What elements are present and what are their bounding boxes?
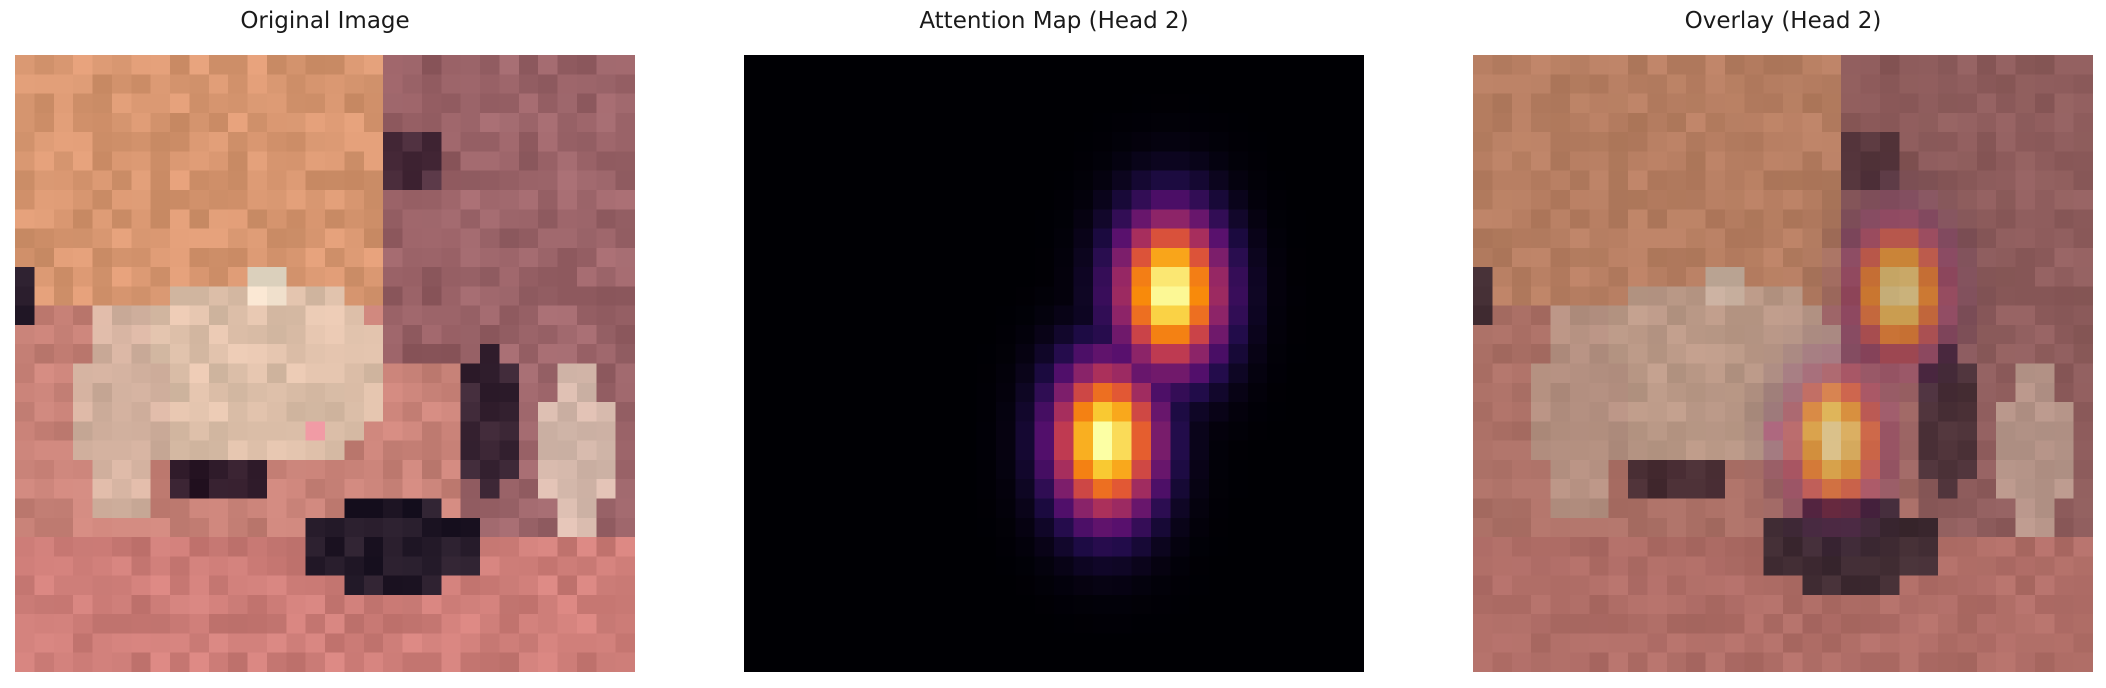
panel-title: Overlay (Head 2) xyxy=(1684,8,1882,34)
panel-title: Original Image xyxy=(240,8,410,34)
attention-map-pixels xyxy=(744,55,1364,672)
original-image xyxy=(15,55,635,672)
overlay-image xyxy=(1473,55,2093,672)
panel-title: Attention Map (Head 2) xyxy=(919,8,1189,34)
overlay-image-pixels xyxy=(1473,55,2093,672)
attention-map-image xyxy=(744,55,1364,672)
original-image-pixels xyxy=(15,55,635,672)
panel-attention-map: Attention Map (Head 2) xyxy=(744,0,1364,688)
panel-original: Original Image xyxy=(15,0,635,688)
panel-overlay: Overlay (Head 2) xyxy=(1473,0,2093,688)
